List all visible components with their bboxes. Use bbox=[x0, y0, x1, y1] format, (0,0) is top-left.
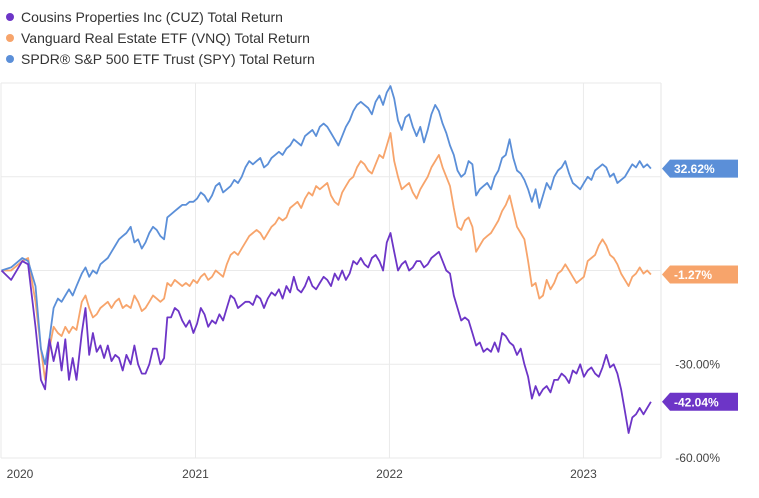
x-axis: 2020 2021 2022 2023 bbox=[7, 467, 597, 481]
legend-item-cuz[interactable]: Cousins Properties Inc (CUZ) Total Retur… bbox=[6, 6, 315, 27]
end-label-tag bbox=[662, 265, 738, 284]
legend-item-spy[interactable]: SPDR® S&P 500 ETF Trust (SPY) Total Retu… bbox=[6, 48, 315, 69]
legend-dot-spy bbox=[6, 54, 14, 63]
legend-label-spy: SPDR® S&P 500 ETF Trust (SPY) Total Retu… bbox=[21, 50, 315, 67]
y-tick-label-60-00: -60.00% bbox=[675, 451, 720, 465]
legend-item-vnq[interactable]: Vanguard Real Estate ETF (VNQ) Total Ret… bbox=[6, 27, 315, 48]
legend-dot-vnq bbox=[6, 33, 14, 42]
end-label-cousins-properties-inc-cuz-total-return: -42.04% bbox=[662, 392, 738, 411]
series-line-vanguard-real-estate-etf-vnq-total-return[interactable] bbox=[1, 132, 652, 381]
end-label-text: -1.27% bbox=[674, 268, 712, 282]
end-label-vanguard-real-estate-etf-vnq-total-return: -1.27% bbox=[662, 265, 738, 284]
legend-label-cuz: Cousins Properties Inc (CUZ) Total Retur… bbox=[21, 8, 283, 25]
x-tick-label-2020: 2020 bbox=[7, 467, 34, 481]
y-axis: 0.00%-30.00%-60.00% bbox=[675, 264, 720, 466]
end-label-text: -42.04% bbox=[674, 395, 719, 409]
chart-legend: Cousins Properties Inc (CUZ) Total Retur… bbox=[6, 6, 315, 69]
series-line-cousins-properties-inc-cuz-total-return[interactable] bbox=[0, 232, 652, 434]
end-label-spdr-s-p-500-etf-trust-spy-total-return: 32.62% bbox=[662, 159, 738, 178]
gridlines bbox=[0, 82, 662, 459]
series-line-spdr-s-p-500-etf-trust-spy-total-return[interactable] bbox=[1, 85, 652, 366]
x-tick-label-2021: 2021 bbox=[182, 467, 209, 481]
x-tick-label-2023: 2023 bbox=[570, 467, 597, 481]
end-label-tag bbox=[662, 392, 738, 411]
end-labels: -42.04% -1.27% 32.62% bbox=[662, 159, 738, 411]
series-lines bbox=[0, 85, 652, 434]
legend-label-vnq: Vanguard Real Estate ETF (VNQ) Total Ret… bbox=[21, 29, 310, 46]
end-label-text: 32.62% bbox=[674, 162, 715, 176]
legend-dot-cuz bbox=[6, 12, 14, 21]
x-tick-label-2022: 2022 bbox=[376, 467, 403, 481]
y-tick-label-30-00: -30.00% bbox=[675, 357, 720, 371]
end-label-tag bbox=[662, 159, 738, 178]
